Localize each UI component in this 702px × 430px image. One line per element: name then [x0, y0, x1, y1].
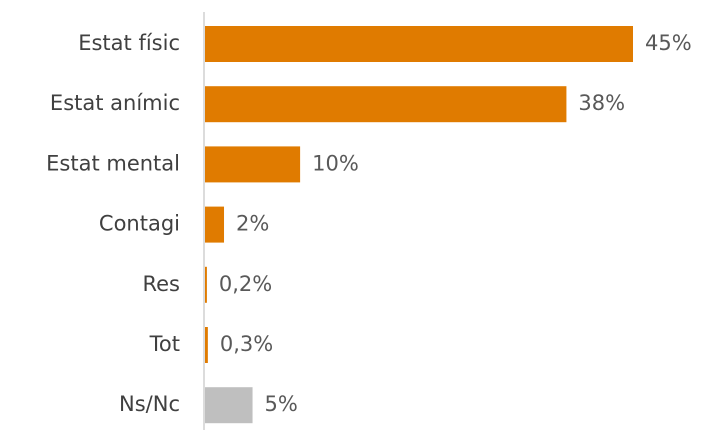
value-label: 10% [312, 151, 359, 175]
value-label: 5% [265, 392, 298, 416]
value-label: 0,2% [219, 272, 272, 296]
category-label: Estat anímic [50, 91, 180, 115]
value-label: 38% [578, 91, 625, 115]
bar [205, 327, 208, 363]
value-label: 0,3% [220, 332, 273, 356]
category-label: Estat mental [46, 151, 180, 175]
bar [205, 387, 253, 424]
bar [205, 86, 567, 123]
category-label: Tot [149, 332, 180, 356]
category-label: Estat físic [78, 31, 180, 55]
bar [205, 206, 225, 243]
value-label: 2% [236, 212, 269, 236]
bar [205, 266, 207, 303]
value-label: 45% [645, 31, 692, 55]
category-label: Contagi [99, 212, 180, 236]
category-label: Ns/Nc [119, 392, 180, 416]
bar [205, 26, 633, 62]
category-label: Res [142, 272, 180, 296]
bar [205, 146, 301, 183]
